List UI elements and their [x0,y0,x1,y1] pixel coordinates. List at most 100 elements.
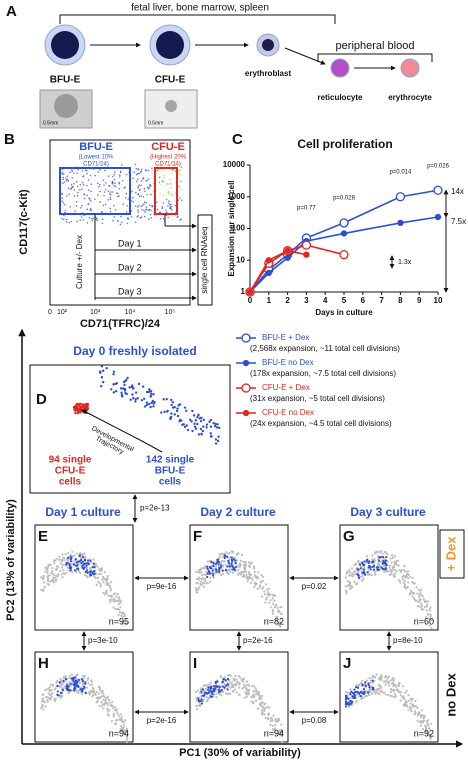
cell-dot [46,571,49,575]
cell-dot [60,573,63,576]
cell-dot [98,582,101,585]
event-dot [113,216,115,218]
event-dot [140,195,143,197]
cell-dot [65,561,69,565]
cell-dot [99,384,103,388]
cell-dot [241,575,244,578]
cell-dot [216,558,219,562]
event-dot [149,204,151,206]
cell-dot [100,704,103,707]
event-dot [126,204,128,207]
event-dot [169,206,172,208]
cell-dot [49,696,53,699]
event-dot [134,221,137,223]
cell-dot [252,565,256,568]
event-dot [137,214,139,217]
cell-dot [105,701,108,705]
cell-dot [250,577,254,580]
event-dot [77,168,80,171]
cell-dot [59,570,62,573]
cell-dot [102,575,105,578]
cell-dot [258,703,262,706]
event-dot [151,170,153,172]
cell-dot [346,584,350,587]
cell-dot [68,677,71,680]
cell-dot [59,677,62,680]
cell-dot [270,716,273,719]
x-tick-label: 9 [417,296,422,305]
event-dot [96,219,99,222]
cell-dot [219,675,222,678]
event-dot [107,175,110,177]
cell-dot [403,564,406,567]
event-dot [63,181,66,183]
cell-dot [65,687,68,690]
cell-dot [112,370,116,373]
event-dot [103,184,105,186]
event-dot [87,179,90,181]
point [395,192,406,202]
cell-dot [108,701,111,704]
event-dot [65,179,68,182]
cell-dot [79,557,82,560]
cell-dot [349,693,352,696]
cell-dot [363,560,366,563]
cell-dot [204,581,208,584]
cell-dot [221,572,225,576]
cell-dot [77,678,81,682]
cell-dot [416,706,419,710]
event-dot [97,194,99,196]
event-dot [89,174,92,177]
cell-dot [393,572,397,575]
cell-dot [246,689,250,692]
cell-dot [91,693,95,697]
cell-dot [345,592,348,595]
cell-dot [411,577,414,580]
cell-dot [430,627,433,630]
cell-dot [397,564,401,567]
point [284,254,291,261]
cell-dot [277,622,280,626]
cell-dot [186,428,190,432]
event-dot [79,183,82,186]
event-dot [62,218,65,221]
cell-dot [264,593,267,596]
cell-dot [238,686,241,689]
cell-dot [398,691,401,694]
cell-dot [413,713,416,716]
event-dot [177,199,180,201]
cell-dot [166,409,169,413]
event-dot [89,209,92,212]
event-dot [169,178,171,181]
cell-dot [196,422,199,426]
cell-dot [191,409,194,413]
event-dot [131,190,133,193]
event-dot [145,208,147,211]
cell-dot [81,688,84,691]
cell-dot [204,573,207,577]
cell-dot [276,720,279,723]
cell-dot [75,570,78,574]
x-tick-label: 6 [361,296,366,305]
cell-dot [123,388,127,391]
cell-dot [81,690,84,693]
cell-dot [219,566,222,569]
event-dot [140,168,143,171]
panel-title: Day 0 freshly isolated [73,344,196,358]
series-line [249,249,307,293]
event-dot [163,174,166,177]
event-dot [150,217,153,219]
cell-dot [68,562,71,566]
cell-dot [213,572,217,575]
panel-title: Day 2 culture [200,505,276,519]
event-dot [107,198,110,201]
cell-dot [393,555,397,558]
cell-dot [254,576,257,579]
event-dot [135,167,138,170]
cell-dot [424,728,428,731]
cell-dot [251,702,255,705]
event-dot [109,198,112,201]
cell-dot [62,687,65,690]
cell-dot [48,697,51,700]
event-dot [89,207,92,210]
